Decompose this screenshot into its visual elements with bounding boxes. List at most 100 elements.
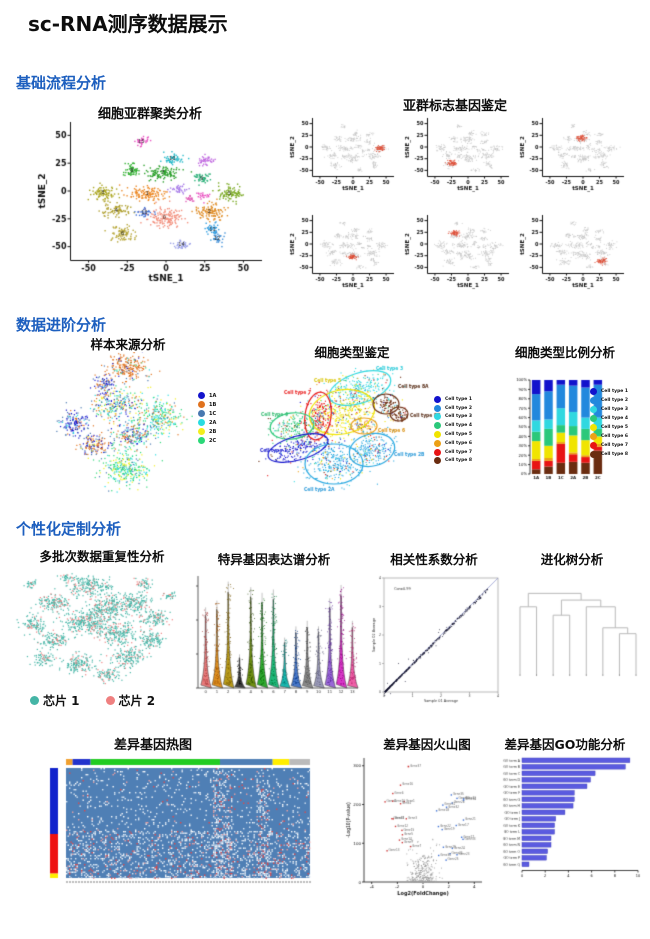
sample-legend-label: 2C [209,437,217,444]
correlation-title: 相关性系数分析 [390,552,478,567]
section-header-basic: 基础流程分析 [16,74,107,92]
violin-plot [186,566,362,698]
celltype-tsne-plot [258,360,443,500]
sample-legend-swatch [198,410,205,417]
celltype-legend-item: Cell type 5 [434,430,472,438]
celltype-legend-label: Cell type 1 [445,396,473,402]
celltype-legend-swatch [434,439,441,447]
go-chart-title: 差异基因GO功能分析 [504,737,626,752]
celltype-legend-label: Cell type 7 [445,449,473,455]
proportion-legend-item: Cell type 3 [590,406,628,413]
celltype-legend-item: Cell type 2 [434,404,473,412]
sample-legend-label: 1B [209,401,217,408]
dendrogram-plot [506,578,646,684]
proportion-legend-swatch [590,406,597,413]
section-header-advanced: 数据进阶分析 [16,316,107,334]
section-header-custom: 个性化定制分析 [16,520,122,538]
sample-legend-item: 1B [198,401,216,408]
heatmap-plot [48,756,314,886]
proportion-legend-item: Cell type 4 [590,415,628,422]
sample-tsne-title: 样本来源分析 [90,337,166,352]
proportion-legend: Cell type 1 Cell type 2 Cell type 3 Cell ty… [590,386,628,460]
sample-legend-label: 2A [209,419,217,426]
sample-legend-swatch [198,401,205,408]
celltype-legend-item: Cell type 3 [434,413,473,421]
proportion-legend-label: Cell type 3 [601,407,629,412]
marker-panel-plot-5 [401,211,519,297]
celltype-legend-label: Cell type 2 [445,405,473,411]
proportion-legend-label: Cell type 6 [601,434,629,439]
sample-legend-item: 2A [198,419,216,426]
proportion-legend-label: Cell type 7 [601,443,629,448]
batch-tsne-title: 多批次数据重复性分析 [39,549,165,564]
proportion-legend-item: Cell type 7 [590,442,628,449]
batch-legend-item: 芯片 2 [105,692,156,709]
proportion-legend-label: Cell type 4 [601,416,629,421]
celltype-legend-swatch [434,430,441,438]
batch-legend-swatch [30,696,39,705]
marker-panel-plot-4 [286,211,404,297]
celltype-legend-label: Cell type 3 [445,414,473,420]
sample-legend-swatch [198,419,205,426]
celltype-legend-label: Cell type 8 [445,458,473,464]
celltype-legend-label: Cell type 6 [445,440,473,446]
sample-legend-item: 2C [198,437,216,444]
celltype-tsne-title: 细胞类型鉴定 [314,345,390,360]
batch-legend-item: 芯片 1 [30,692,80,709]
proportion-legend-swatch [590,388,597,395]
sample-legend: 1A 1B 1C 2A 2B 2C [198,390,216,446]
sample-legend-label: 1A [209,392,217,399]
sample-legend-label: 2B [209,428,217,435]
proportion-bars-title: 细胞类型比例分析 [514,345,615,360]
celltype-legend-swatch [434,422,441,430]
sample-legend-item: 2B [198,428,216,435]
batch-legend: 芯片 1 芯片 2 [30,692,155,709]
marker-panel-plot-1 [286,114,404,200]
page-title: sc-RNA测序数据展示 [28,12,228,36]
proportion-legend-item: Cell type 5 [590,424,628,431]
heatmap-title: 差异基因热图 [113,738,192,753]
proportion-legend-item: Cell type 6 [590,433,628,440]
proportion-legend-swatch [590,415,597,422]
proportion-legend-label: Cell type 2 [601,398,629,403]
marker-panel-plot-3 [516,114,634,200]
batch-legend-label: 芯片 2 [118,694,156,708]
proportion-legend-swatch [590,397,597,404]
proportion-legend-item: Cell type 8 [590,451,628,458]
sample-legend-label: 1C [209,410,217,417]
proportion-legend-swatch [590,433,597,440]
celltype-legend-swatch [434,404,441,412]
proportion-legend-label: Cell type 5 [601,425,629,430]
proportion-legend-item: Cell type 1 [590,388,628,395]
celltype-legend-swatch [434,395,441,403]
correlation-plot [364,570,504,708]
violin-title: 特异基因表达谱分析 [217,552,331,567]
celltype-legend-item: Cell type 6 [434,439,473,447]
sample-legend-swatch [198,428,205,435]
proportion-legend-swatch [590,424,597,431]
cluster-tsne-plot [26,114,276,299]
proportion-legend-label: Cell type 8 [601,452,629,457]
celltype-legend-swatch [434,448,441,456]
sample-legend-item: 1C [198,410,216,417]
celltype-legend-item: Cell type 4 [434,422,472,430]
proportion-legend-swatch [590,451,597,458]
sample-legend-item: 1A [198,392,216,399]
dendrogram-title: 进化树分析 [540,552,604,567]
proportion-legend-item: Cell type 2 [590,397,628,404]
batch-legend-swatch [105,696,115,705]
marker-panel-plot-2 [401,114,519,200]
volcano-title: 差异基因火山图 [383,737,471,752]
proportion-legend-label: Cell type 1 [601,389,629,394]
sample-tsne-plot [48,352,193,500]
batch-tsne-plot [14,564,179,689]
celltype-legend-swatch [434,457,441,465]
proportion-legend-swatch [590,442,597,449]
marker-panel-plot-6 [516,211,634,297]
celltype-legend-item: Cell type 1 [434,395,473,403]
batch-legend-label: 芯片 1 [43,694,80,708]
sample-legend-swatch [198,437,205,444]
celltype-legend-item: Cell type 7 [434,448,473,456]
go-chart-plot [488,752,642,887]
volcano-plot [340,750,490,900]
